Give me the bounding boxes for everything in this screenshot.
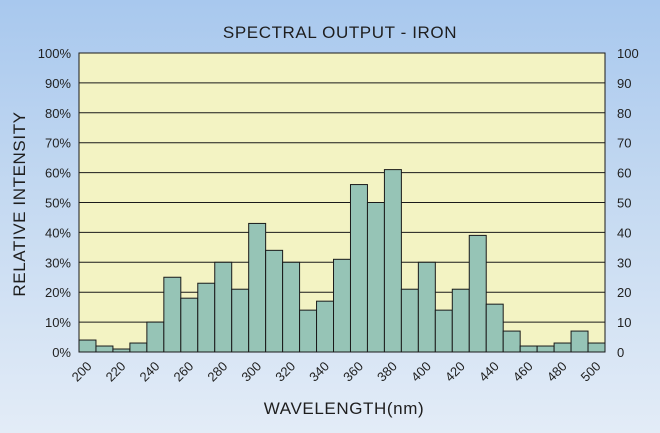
- x-tick-label: 240: [137, 359, 163, 385]
- bar: [299, 309, 318, 353]
- y-tick-label-left: 30%: [45, 255, 71, 270]
- y-tick-label-right: 30: [617, 255, 631, 270]
- bar: [129, 342, 148, 353]
- y-tick-label-right: 50: [617, 196, 631, 211]
- bar: [587, 342, 606, 353]
- bar: [383, 169, 402, 353]
- x-tick-label: 420: [442, 359, 468, 385]
- y-tick-label-left: 20%: [45, 285, 71, 300]
- bar: [400, 288, 419, 353]
- y-tick-label-right: 60: [617, 166, 631, 181]
- y-tick-label-right: 90: [617, 76, 631, 91]
- bar: [417, 261, 436, 353]
- y-tick-label-left: 40%: [45, 225, 71, 240]
- x-tick-label: 300: [238, 359, 264, 385]
- y-ticks-left: 0% 10% 20% 30% 40% 50% 60% 70% 80% 90% 100%: [38, 46, 72, 360]
- x-tick-label: 220: [103, 359, 129, 385]
- y-axis-title: RELATIVE INTENSITY: [10, 111, 29, 296]
- y-ticks-right: 0 10 20 30 40 50 60 70 80 90 100: [617, 46, 639, 360]
- x-tick-label: 500: [578, 359, 604, 385]
- x-tick-label: 260: [170, 359, 196, 385]
- bar: [248, 222, 267, 353]
- x-tick-label: 320: [272, 359, 298, 385]
- bar: [180, 297, 199, 353]
- x-tick-label: 340: [306, 359, 332, 385]
- y-tick-label-left: 90%: [45, 76, 71, 91]
- bar: [485, 303, 504, 353]
- bar: [163, 276, 182, 353]
- bar: [112, 348, 131, 353]
- bar: [349, 184, 368, 353]
- x-tick-label: 480: [544, 359, 570, 385]
- bar: [265, 249, 284, 353]
- x-axis-title: WAVELENGTH(nm): [264, 399, 424, 418]
- bar: [519, 345, 538, 353]
- bar: [282, 261, 301, 353]
- y-tick-label-left: 80%: [45, 106, 71, 121]
- bar: [333, 258, 351, 353]
- bar: [197, 282, 216, 353]
- bar: [434, 309, 453, 353]
- x-tick-label: 200: [69, 359, 95, 385]
- chart-title: SPECTRAL OUTPUT - IRON: [223, 23, 457, 42]
- bar: [553, 342, 572, 353]
- y-tick-label-right: 40: [617, 225, 631, 240]
- bar: [146, 321, 165, 353]
- x-tick-label: 400: [408, 359, 434, 385]
- y-tick-label-right: 10: [617, 315, 631, 330]
- y-tick-label-right: 100: [617, 46, 639, 61]
- y-tick-label-left: 60%: [45, 166, 71, 181]
- y-tick-label-left: 100%: [38, 46, 72, 61]
- bar: [366, 202, 385, 353]
- x-tick-label: 460: [510, 359, 536, 385]
- y-tick-label-left: 10%: [45, 315, 71, 330]
- x-tick-label: 380: [374, 359, 400, 385]
- bars-group: [78, 169, 606, 353]
- bar: [231, 288, 250, 353]
- x-tick-label: 360: [340, 359, 366, 385]
- y-tick-label-left: 50%: [45, 196, 71, 211]
- bar: [570, 330, 589, 353]
- bar: [214, 261, 233, 353]
- y-tick-label-right: 70: [617, 136, 631, 151]
- bar: [536, 345, 555, 353]
- y-tick-label-right: 0: [617, 345, 624, 360]
- bar: [451, 288, 470, 353]
- x-tick-label: 440: [476, 359, 502, 385]
- bar: [316, 300, 335, 353]
- x-ticks: 200 220 240 260 280 300 320 340 360 380 400 420 440 4…: [69, 359, 604, 385]
- bar: [95, 345, 114, 353]
- x-tick-label: 280: [204, 359, 230, 385]
- bar: [468, 234, 487, 353]
- y-tick-label-left: 70%: [45, 136, 71, 151]
- bar: [502, 330, 521, 353]
- y-tick-label-left: 0%: [52, 345, 71, 360]
- y-tick-label-right: 80: [617, 106, 631, 121]
- y-tick-label-right: 20: [617, 285, 631, 300]
- bar: [78, 339, 97, 353]
